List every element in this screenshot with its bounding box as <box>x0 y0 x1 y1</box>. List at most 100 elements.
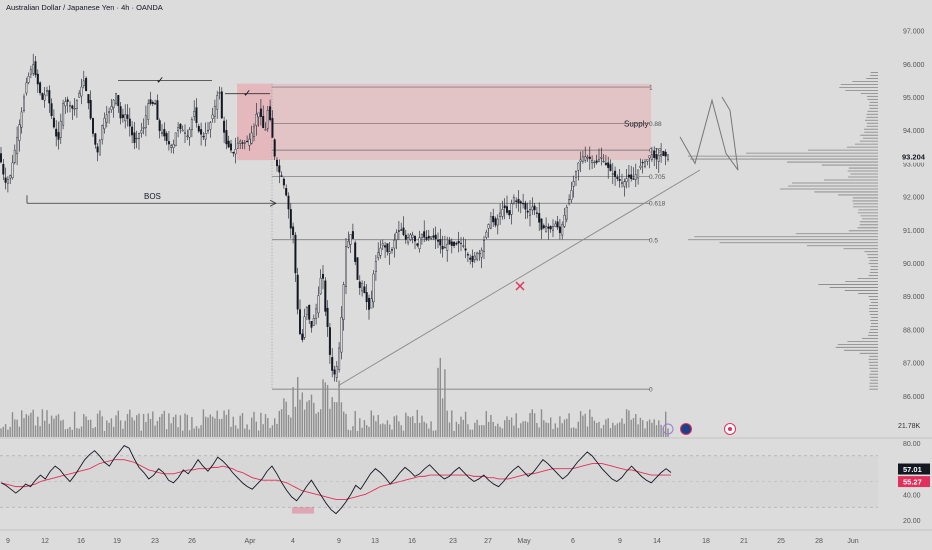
candle-body <box>188 129 191 138</box>
candle-body <box>137 133 140 139</box>
candle-body <box>34 61 37 76</box>
candle-body <box>285 188 288 196</box>
volume-bar <box>409 417 412 437</box>
volume-bar <box>110 418 113 437</box>
candle-body <box>441 245 444 250</box>
volume-bar <box>152 411 154 437</box>
candle-body <box>386 243 389 253</box>
volume-bar <box>517 428 520 437</box>
candle-body <box>273 139 276 157</box>
candle-body <box>140 130 143 134</box>
candle-body <box>301 333 304 340</box>
candle-body <box>432 235 435 238</box>
rsi-badge-value: 55.27 <box>903 478 922 487</box>
volume-bar <box>607 418 609 437</box>
candle-body <box>121 114 124 118</box>
candle-body <box>299 309 302 335</box>
au-flag-event-icon <box>680 423 692 435</box>
candle-body <box>400 229 403 231</box>
bos-label: BOS <box>144 192 161 201</box>
candle-body <box>591 159 594 163</box>
candle-body <box>117 95 120 107</box>
candle-body <box>331 357 334 371</box>
volume-bar <box>536 422 538 437</box>
volume-bar <box>131 417 133 437</box>
lightning-event-icon <box>662 423 674 435</box>
volume-bar <box>165 429 168 437</box>
volume-bar <box>115 415 117 437</box>
volume-bar <box>315 413 317 437</box>
volume-bar <box>30 412 32 437</box>
volume-bar <box>437 367 439 437</box>
candle-body <box>416 243 419 246</box>
candle-body <box>630 174 633 180</box>
time-tick-label: 6 <box>571 538 575 545</box>
candle-body <box>296 274 299 310</box>
volume-bar <box>382 423 384 437</box>
candle-body <box>568 199 571 204</box>
volume-bar <box>62 419 64 437</box>
supply-label: Supply <box>624 120 648 129</box>
volume-bar <box>345 413 347 437</box>
candle-body <box>579 159 582 162</box>
candle-body <box>335 366 338 378</box>
candle-body <box>119 106 122 119</box>
candle-body <box>243 142 246 144</box>
candle-body <box>565 207 568 220</box>
volume-bar <box>375 421 377 437</box>
volume-bar <box>474 422 476 437</box>
candle-body <box>644 161 647 167</box>
rsi-band <box>0 455 878 508</box>
candle-body <box>48 90 51 104</box>
volume-bar <box>269 428 271 437</box>
candle-body <box>473 255 476 260</box>
candle-body <box>430 236 433 239</box>
candle-body <box>94 133 97 145</box>
candle-body <box>160 132 163 134</box>
candle-body <box>50 103 53 117</box>
volume-bar <box>520 423 522 437</box>
candle-body <box>485 231 488 238</box>
candle-body <box>418 237 421 249</box>
candle-body <box>204 133 207 140</box>
volume-bar <box>156 420 159 437</box>
candle-body <box>510 203 513 215</box>
candle-body <box>602 160 605 163</box>
candle-body <box>264 129 267 131</box>
bos-arrow <box>269 199 277 207</box>
candle-body <box>142 127 145 129</box>
volume-bar <box>416 409 418 437</box>
candle-body <box>315 308 318 319</box>
candle-body <box>552 226 555 231</box>
volume-bar <box>188 430 191 437</box>
volume-bar <box>2 426 4 437</box>
candle-body <box>517 198 520 204</box>
volume-bar <box>635 414 637 437</box>
time-tick-label: 28 <box>815 538 823 545</box>
checkmark: ✓ <box>243 89 251 100</box>
volume-bar <box>506 416 508 437</box>
candle-body <box>158 120 161 131</box>
candle-body <box>460 242 463 245</box>
candle-body <box>533 205 536 211</box>
candle-body <box>374 261 377 273</box>
candle-body <box>232 152 235 154</box>
candle-body <box>492 215 495 223</box>
volume-bar <box>129 409 131 437</box>
volume-bar <box>428 428 430 437</box>
rsi-badge-value: 57.01 <box>903 465 922 474</box>
candle-body <box>561 224 564 236</box>
candle-body <box>326 307 329 327</box>
volume-bar <box>18 426 21 437</box>
candle-body <box>464 248 467 251</box>
candle-body <box>85 77 88 92</box>
volume-bar <box>568 413 570 437</box>
candle-body <box>128 118 131 127</box>
volume-bar <box>106 420 108 437</box>
candle-body <box>135 137 138 140</box>
volume-bar <box>471 429 474 437</box>
volume-bar <box>566 418 568 437</box>
candle-body <box>519 201 522 204</box>
volume-bar <box>372 415 375 437</box>
